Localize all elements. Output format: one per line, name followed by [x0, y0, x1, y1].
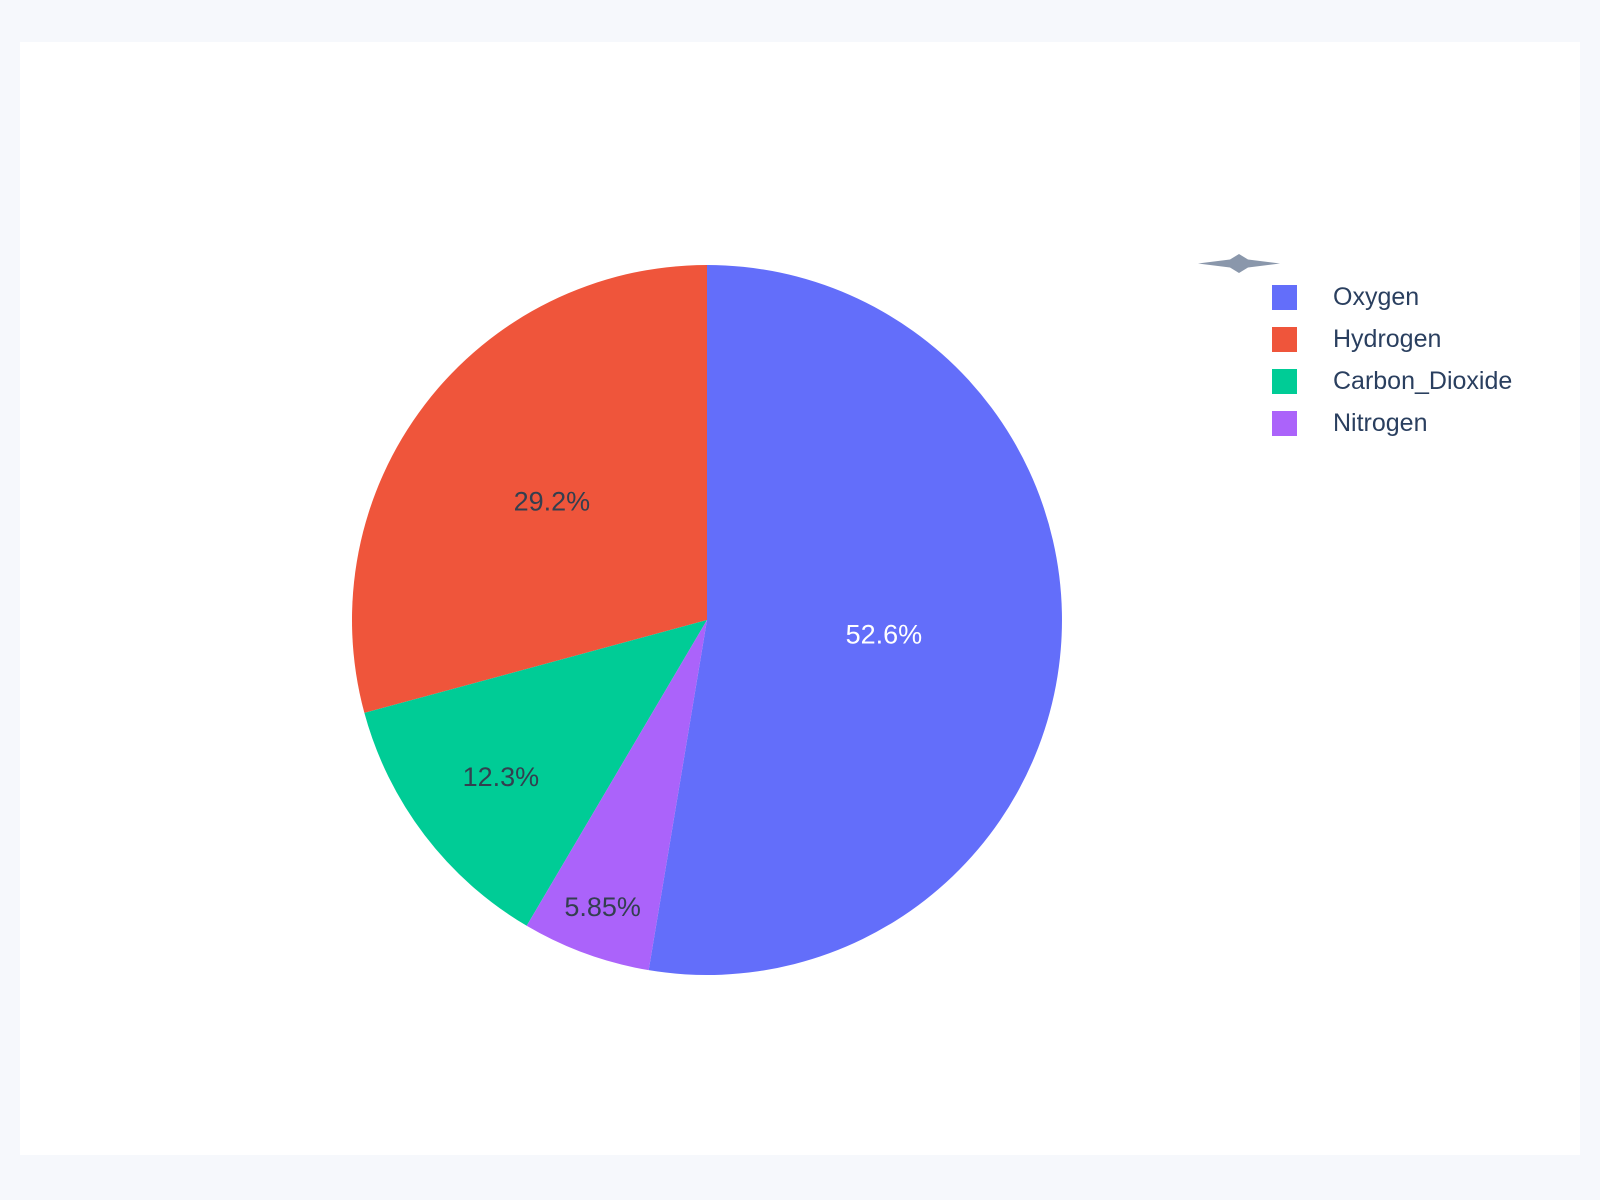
chart-card: 52.6% 29.2% 12.3% 5.85% Oxygen Hydrogen Carbo…: [20, 42, 1580, 1155]
legend-label: Oxygen: [1333, 283, 1420, 311]
legend-item-oxygen[interactable]: Oxygen: [1272, 283, 1512, 311]
legend-swatch-icon: [1272, 411, 1297, 436]
legend-swatch-icon: [1272, 327, 1297, 352]
slice-label-hydrogen: 29.2%: [514, 486, 591, 516]
legend-label: Carbon_Dioxide: [1333, 367, 1513, 395]
pie-slice-nitrogen[interactable]: [526, 620, 707, 971]
legend-item-hydrogen[interactable]: Hydrogen: [1272, 325, 1512, 353]
pie-chart: 52.6% 29.2% 12.3% 5.85%: [351, 265, 1062, 976]
pie-slice-carbon_dioxide[interactable]: [364, 620, 707, 926]
legend-label: Hydrogen: [1333, 325, 1442, 353]
pie-slice-oxygen[interactable]: [648, 265, 1062, 976]
slice-label-nitrogen: 5.85%: [564, 892, 641, 922]
four-pointed-star-icon: [1198, 254, 1280, 274]
slice-label-carbon_dioxide: 12.3%: [463, 762, 540, 792]
legend: Oxygen Hydrogen Carbon_Dioxide Nitrogen: [1272, 283, 1513, 453]
legend-swatch-icon: [1272, 285, 1297, 310]
legend-item-nitrogen[interactable]: Nitrogen: [1272, 409, 1512, 437]
legend-item-carbon_dioxide[interactable]: Carbon_Dioxide: [1272, 367, 1513, 395]
legend-swatch-icon: [1272, 369, 1297, 394]
legend-label: Nitrogen: [1333, 409, 1428, 437]
pie-slice-hydrogen[interactable]: [351, 265, 707, 713]
slice-label-oxygen: 52.6%: [846, 620, 923, 650]
